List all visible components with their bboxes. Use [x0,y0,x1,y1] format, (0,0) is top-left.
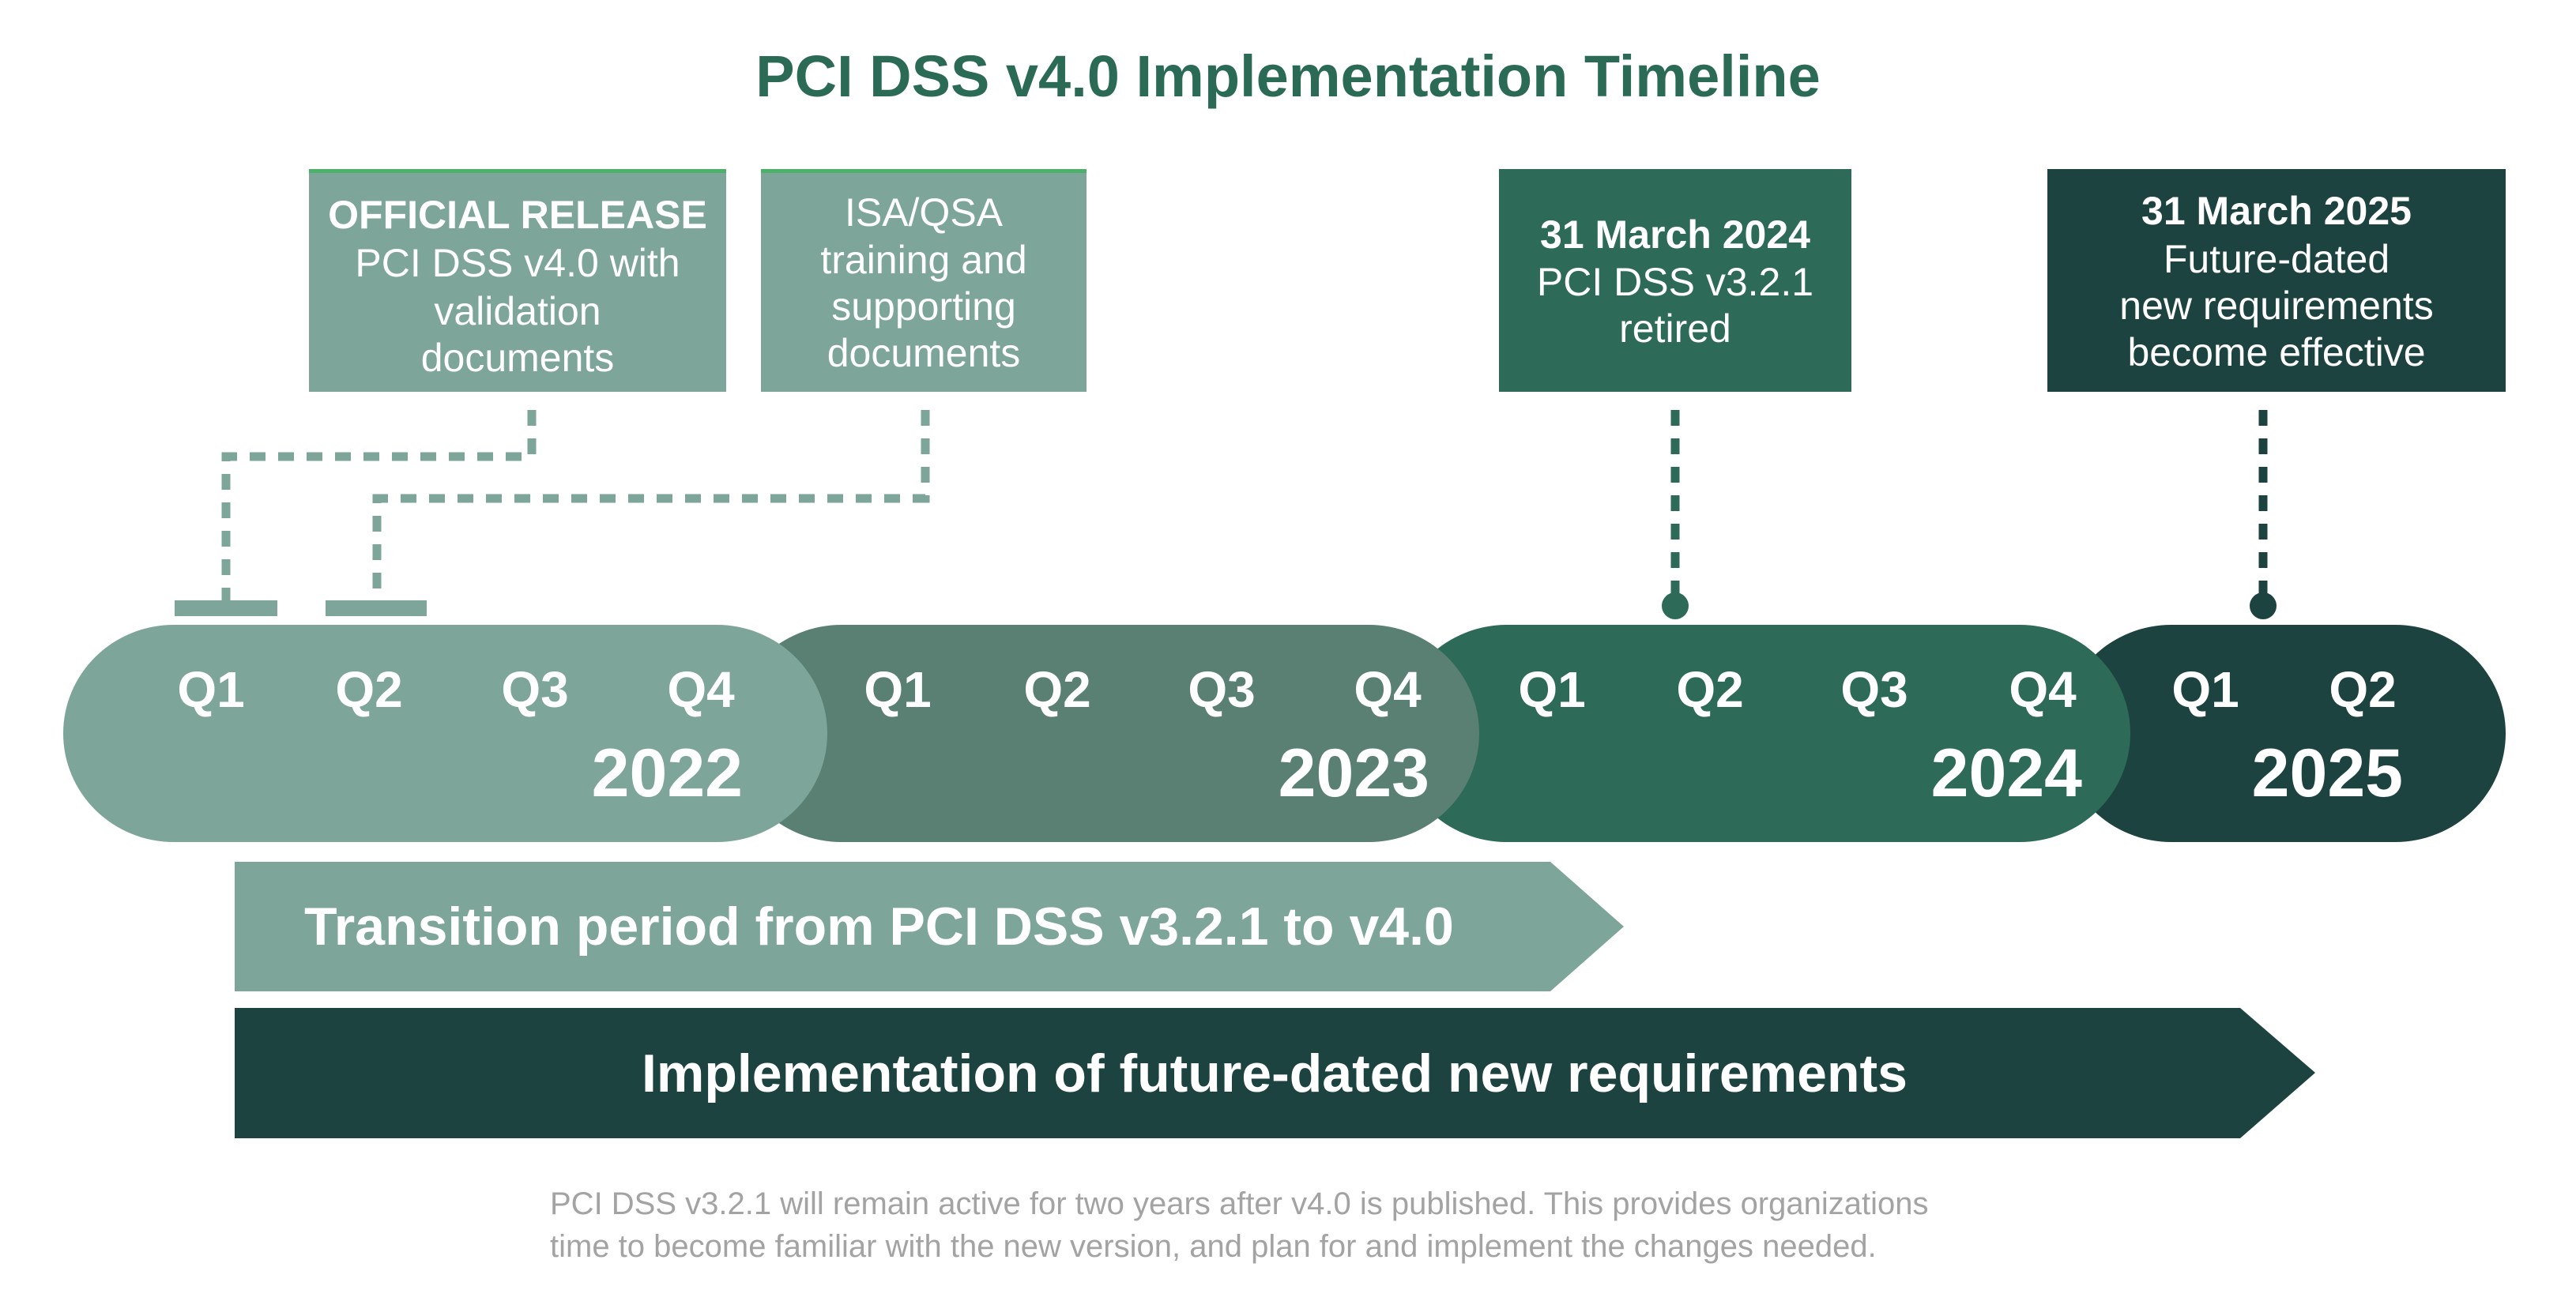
callout-line: supporting [831,284,1016,329]
year-segment-2025 [2061,625,2506,842]
connector-official-release [221,410,537,601]
year-segment-2024 [1396,625,2130,842]
implementation-period-label: Implementation of future-dated new requi… [642,1043,1908,1104]
year-segment-2023 [731,625,1479,842]
year-label: 2024 [1931,735,2082,811]
quarter-label: Q1 [864,661,931,718]
quarter-label: Q2 [1676,661,1743,718]
callout-line: new requirements [2119,284,2433,328]
year-label: 2022 [592,735,743,811]
quarter-label: Q1 [1518,661,1585,718]
quarter-label: Q1 [177,661,244,718]
callout-heading: 31 March 2025 [2141,189,2412,233]
callout-isa-qsa-training: ISA/QSA training and supporting document… [761,169,1087,392]
callout-line: PCI DSS v3.2.1 [1537,260,1813,304]
quarter-label: Q2 [335,661,402,718]
callout-line: validation [434,289,601,333]
quarter-label: Q4 [667,661,735,718]
callout-official-release: OFFICIAL RELEASE PCI DSS v4.0 with valid… [309,169,726,392]
callout-heading: 31 March 2024 [1540,212,1810,257]
marker-dot-2025 [2250,592,2277,619]
marker-2022-q2 [326,600,427,616]
callout-line: Future-dated [2164,237,2390,281]
callout-line: become effective [2127,330,2425,374]
footer-note-line: PCI DSS v3.2.1 will remain active for tw… [550,1186,1929,1221]
callout-line: documents [827,331,1021,375]
marker-2022-q1 [175,600,277,616]
quarter-label: Q4 [1354,661,1422,718]
year-segment-2022 [63,625,827,842]
marker-dot-2024 [1662,592,1689,619]
callout-line: documents [421,336,615,380]
quarter-label: Q4 [2009,661,2077,718]
quarter-label: Q2 [2329,661,2396,718]
transition-period-label: Transition period from PCI DSS v3.2.1 to… [304,897,1454,957]
year-label: 2023 [1279,735,1429,811]
page-title: PCI DSS v4.0 Implementation Timeline [755,43,1820,109]
quarter-labels: Q1 Q2 Q3 Q4 Q1 Q2 Q3 Q4 Q1 Q2 Q3 Q4 Q1 Q… [177,661,2396,718]
callout-line: PCI DSS v4.0 with [355,241,680,285]
footer-note-line: time to become familiar with the new ver… [550,1229,1877,1264]
connector-isa-qsa [372,410,930,601]
implementation-period-arrow: Implementation of future-dated new requi… [235,1008,2315,1138]
quarter-label: Q3 [1188,661,1255,718]
callout-v321-retired: 31 March 2024 PCI DSS v3.2.1 retired [1499,169,1851,392]
quarter-label: Q1 [2171,661,2239,718]
callout-line: ISA/QSA [845,190,1004,235]
quarter-label: Q3 [1840,661,1908,718]
callout-line: retired [1619,306,1731,351]
quarter-label: Q3 [501,661,568,718]
year-labels: 2022 2023 2024 2025 [592,735,2403,811]
callout-future-dated-effective: 31 March 2025 Future-dated new requireme… [2047,169,2506,392]
callout-heading: OFFICIAL RELEASE [328,193,707,237]
callout-line: training and [820,238,1026,282]
quarter-label: Q2 [1023,661,1090,718]
year-label: 2025 [2252,735,2403,811]
transition-period-arrow: Transition period from PCI DSS v3.2.1 to… [235,862,1624,991]
